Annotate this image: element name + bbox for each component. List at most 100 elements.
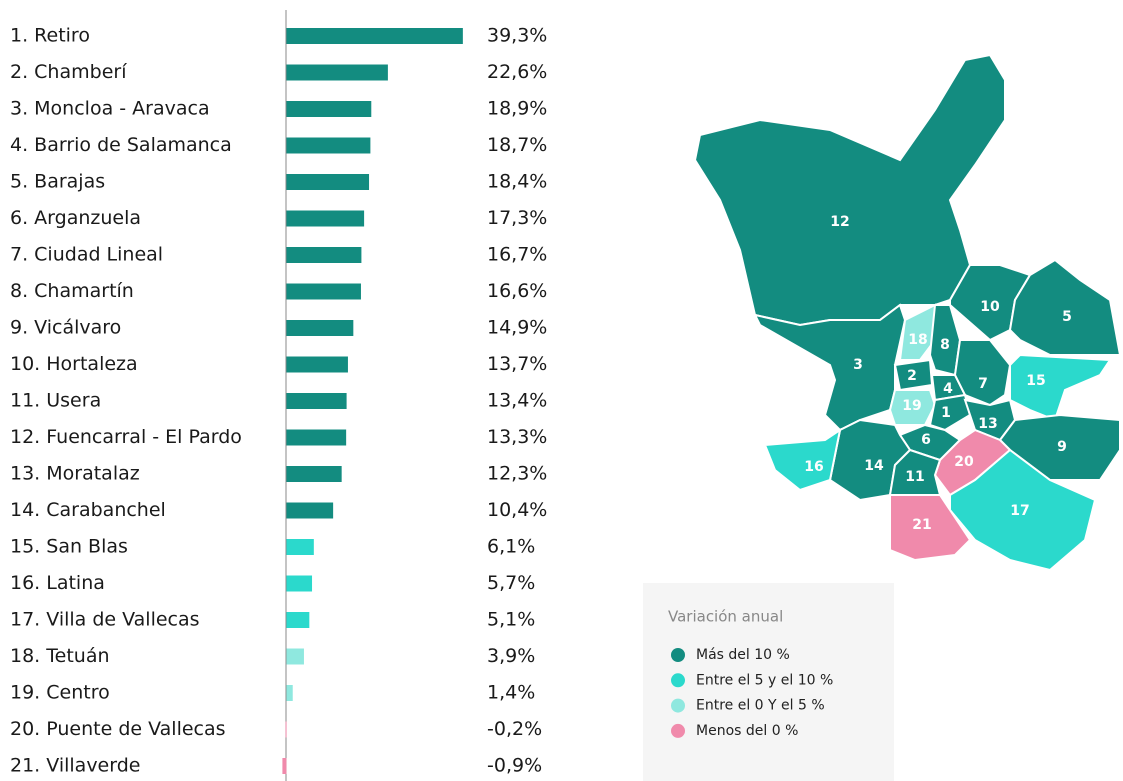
bar — [286, 685, 293, 701]
value-label: 17,3% — [487, 207, 547, 229]
category-label: 14. Carabanchel — [10, 499, 166, 521]
value-label: 12,3% — [487, 463, 547, 485]
value-label: 18,9% — [487, 98, 547, 120]
category-label: 6. Arganzuela — [10, 207, 141, 229]
district-label: 4 — [943, 381, 953, 397]
value-label: 3,9% — [487, 645, 535, 667]
legend-label: Entre el 0 Y el 5 % — [696, 698, 825, 714]
category-label: 7. Ciudad Lineal — [10, 244, 163, 266]
district — [889, 494, 972, 562]
district-label: 17 — [1010, 503, 1029, 519]
bar — [286, 320, 354, 336]
value-label: 16,6% — [487, 280, 547, 302]
value-label: 13,4% — [487, 390, 547, 412]
district — [1008, 258, 1122, 356]
legend-label: Entre el 5 y el 10 % — [696, 672, 833, 688]
category-label: 1. Retiro — [10, 25, 90, 47]
bar — [286, 28, 463, 44]
value-label: 18,7% — [487, 134, 547, 156]
legend-title: Variación anual — [668, 608, 783, 626]
category-label: 9. Vicálvaro — [10, 317, 121, 339]
category-label: 5. Barajas — [10, 171, 105, 193]
district-label: 13 — [978, 416, 997, 432]
bar — [286, 539, 314, 555]
bar — [286, 612, 310, 628]
legend-label: Más del 10 % — [696, 647, 790, 663]
district-label: 9 — [1057, 439, 1067, 455]
district-label: 1 — [941, 405, 951, 421]
bar — [286, 101, 372, 117]
district — [898, 303, 936, 361]
category-label: 19. Centro — [10, 682, 110, 704]
legend-box — [643, 583, 894, 781]
district — [928, 393, 972, 432]
district — [753, 303, 907, 432]
bar — [286, 210, 365, 227]
bar — [286, 247, 362, 263]
value-label: 16,7% — [487, 244, 547, 266]
category-label: 11. Usera — [10, 390, 101, 412]
district — [949, 448, 1097, 572]
value-label: 39,3% — [487, 25, 547, 47]
category-label: 8. Chamartín — [10, 280, 134, 302]
value-label: 10,4% — [487, 499, 547, 521]
district-label: 2 — [907, 368, 917, 384]
value-label: 18,4% — [487, 171, 547, 193]
category-label: 3. Moncloa - Aravaca — [10, 98, 210, 120]
value-label: 13,3% — [487, 426, 547, 448]
value-label: -0,2% — [487, 718, 542, 740]
district-label: 21 — [912, 517, 931, 533]
legend-swatch — [671, 648, 685, 662]
category-label: 13. Moratalaz — [10, 463, 140, 485]
legend-swatch — [671, 723, 685, 738]
legend-label: Menos del 0 % — [696, 723, 798, 739]
district-label: 3 — [853, 357, 863, 373]
bar — [286, 466, 342, 482]
district-label: 7 — [978, 376, 988, 392]
district-label: 19 — [902, 398, 921, 414]
value-label: 5,7% — [487, 572, 535, 594]
category-label: 18. Tetuán — [10, 645, 110, 667]
category-label: 15. San Blas — [10, 536, 128, 558]
value-label: 1,4% — [487, 682, 535, 704]
bar — [286, 393, 347, 409]
district-label: 11 — [905, 469, 924, 485]
value-label: 5,1% — [487, 609, 535, 631]
bar — [285, 721, 287, 738]
category-label: 17. Villa de Vallecas — [10, 609, 200, 631]
bar — [286, 174, 370, 190]
bar — [286, 429, 347, 446]
category-label: 12. Fuencarral - El Pardo — [10, 426, 242, 448]
bar — [286, 648, 304, 665]
legend-swatch — [671, 698, 685, 713]
category-label: 2. Chamberí — [10, 61, 127, 83]
district-label: 12 — [830, 214, 849, 230]
value-label: -0,9% — [487, 755, 542, 777]
district-label: 16 — [804, 459, 823, 475]
bar — [286, 356, 348, 373]
district — [693, 53, 1006, 327]
district-label: 5 — [1062, 309, 1072, 325]
bar — [286, 502, 334, 519]
category-label: 10. Hortaleza — [10, 353, 138, 375]
value-label: 22,6% — [487, 61, 547, 83]
district — [763, 427, 842, 492]
district — [893, 358, 934, 392]
bar — [286, 575, 313, 592]
value-label: 6,1% — [487, 536, 535, 558]
district — [1009, 353, 1112, 422]
bar — [286, 137, 371, 154]
category-label: 20. Puente de Vallecas — [10, 718, 226, 740]
legend-swatch — [671, 673, 685, 688]
category-label: 16. Latina — [10, 572, 105, 594]
bar — [286, 283, 361, 300]
bar — [282, 758, 287, 774]
value-label: 14,9% — [487, 317, 547, 339]
district-label: 8 — [940, 337, 950, 353]
district-label: 14 — [864, 458, 884, 474]
district-label: 10 — [980, 299, 1000, 315]
district-label: 15 — [1026, 373, 1045, 389]
district-label: 6 — [921, 432, 931, 448]
district — [953, 339, 1012, 407]
